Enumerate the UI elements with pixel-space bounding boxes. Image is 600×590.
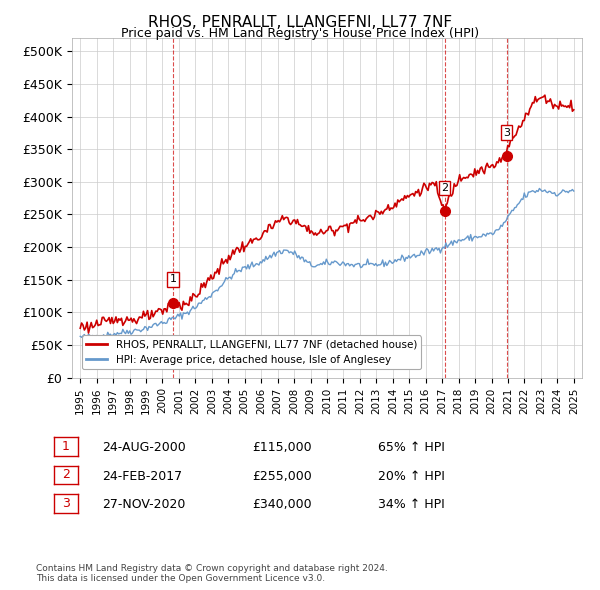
Text: 27-NOV-2020: 27-NOV-2020 <box>102 498 185 511</box>
Text: 34% ↑ HPI: 34% ↑ HPI <box>378 498 445 511</box>
Text: 24-FEB-2017: 24-FEB-2017 <box>102 470 182 483</box>
Text: £340,000: £340,000 <box>252 498 311 511</box>
Text: 3: 3 <box>62 497 70 510</box>
Text: 3: 3 <box>503 127 510 137</box>
Text: 65% ↑ HPI: 65% ↑ HPI <box>378 441 445 454</box>
Text: 1: 1 <box>62 440 70 453</box>
Text: 24-AUG-2000: 24-AUG-2000 <box>102 441 186 454</box>
Text: £115,000: £115,000 <box>252 441 311 454</box>
Text: 20% ↑ HPI: 20% ↑ HPI <box>378 470 445 483</box>
Text: 1: 1 <box>170 274 176 284</box>
Text: RHOS, PENRALLT, LLANGEFNI, LL77 7NF: RHOS, PENRALLT, LLANGEFNI, LL77 7NF <box>148 15 452 30</box>
Text: £255,000: £255,000 <box>252 470 312 483</box>
Text: Contains HM Land Registry data © Crown copyright and database right 2024.
This d: Contains HM Land Registry data © Crown c… <box>36 563 388 583</box>
Text: Price paid vs. HM Land Registry's House Price Index (HPI): Price paid vs. HM Land Registry's House … <box>121 27 479 40</box>
Legend: RHOS, PENRALLT, LLANGEFNI, LL77 7NF (detached house), HPI: Average price, detach: RHOS, PENRALLT, LLANGEFNI, LL77 7NF (det… <box>82 336 421 369</box>
Text: 2: 2 <box>62 468 70 481</box>
Text: 2: 2 <box>441 183 448 193</box>
